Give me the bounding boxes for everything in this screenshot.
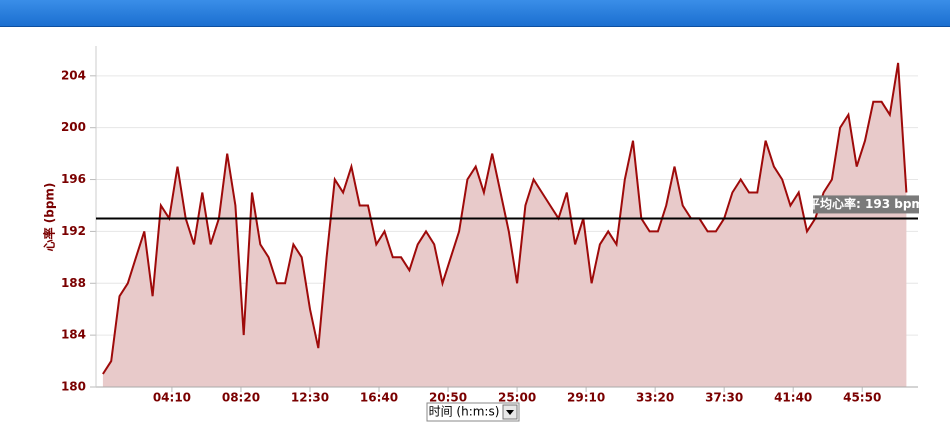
top-bar xyxy=(0,0,950,27)
x-tick-label: 12:30 xyxy=(291,391,329,405)
x-tick-label: 16:40 xyxy=(360,391,398,405)
x-tick-label: 25:00 xyxy=(498,391,536,405)
x-axis-label: 时间 (h:m:s) xyxy=(429,405,500,419)
y-tick-label: 200 xyxy=(61,120,86,134)
y-tick-label: 196 xyxy=(61,172,86,186)
y-tick-label: 192 xyxy=(61,224,86,238)
y-tick-label: 188 xyxy=(61,276,86,290)
dropdown-arrow xyxy=(506,410,514,415)
x-tick-label: 37:30 xyxy=(705,391,743,405)
average-label-box xyxy=(813,195,919,214)
y-axis-label: 心率 (bpm) xyxy=(42,183,57,252)
x-tick-label: 20:50 xyxy=(429,391,467,405)
x-tick-label: 33:20 xyxy=(636,391,674,405)
y-tick-label: 180 xyxy=(61,380,86,394)
area-fill xyxy=(102,62,907,388)
x-tick-label: 29:10 xyxy=(567,391,605,405)
y-tick-label: 184 xyxy=(61,328,86,342)
average-label: 平均心率: 193 bpm xyxy=(808,196,924,211)
x-axis-select[interactable] xyxy=(426,402,520,422)
heart-rate-line xyxy=(102,62,908,375)
x-tick-label: 08:20 xyxy=(222,391,260,405)
x-tick-label: 04:10 xyxy=(153,391,191,405)
x-tick-label: 41:40 xyxy=(774,391,812,405)
y-tick-label: 204 xyxy=(61,68,86,82)
x-tick-label: 45:50 xyxy=(843,391,881,405)
